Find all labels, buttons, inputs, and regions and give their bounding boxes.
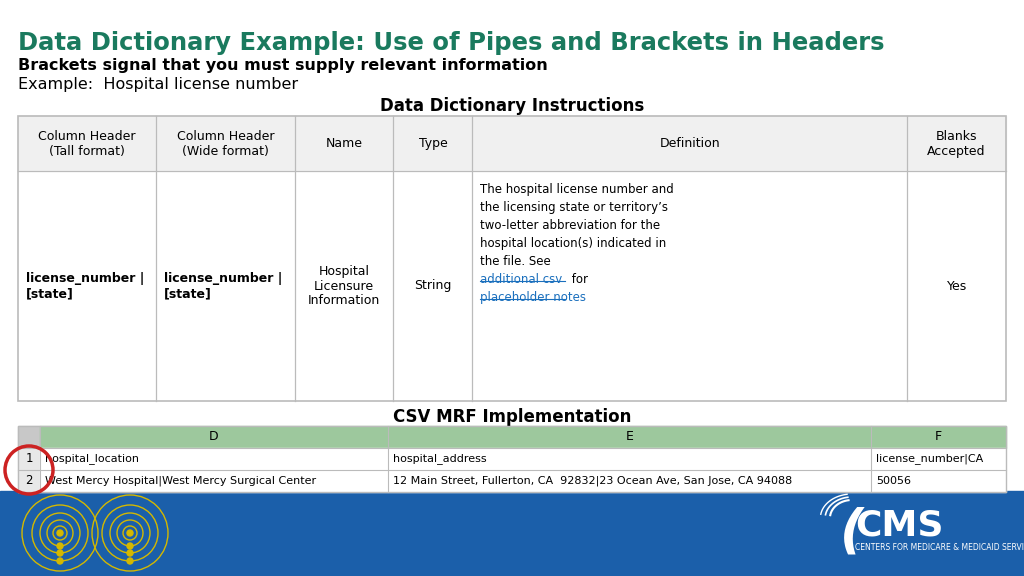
Text: hospital_location: hospital_location [45, 453, 139, 464]
Text: 1: 1 [26, 453, 33, 465]
Text: Name: Name [326, 137, 362, 150]
Text: E: E [626, 430, 633, 444]
Bar [18, 116, 1006, 401]
Text: Brackets signal that you must supply relevant information: Brackets signal that you must supply rel… [18, 58, 548, 73]
Circle shape [57, 530, 63, 536]
Text: String: String [415, 279, 452, 293]
Circle shape [57, 550, 63, 556]
Circle shape [57, 543, 63, 549]
Text: the file. See: the file. See [480, 255, 555, 268]
Bar [40, 448, 1006, 470]
Text: (: ( [840, 507, 864, 559]
Text: license_number|CA: license_number|CA [876, 453, 983, 464]
Text: F: F [935, 430, 942, 444]
Text: The hospital license number and: The hospital license number and [480, 183, 674, 196]
Text: Definition: Definition [659, 137, 720, 150]
Text: 12 Main Street, Fullerton, CA  92832|23 Ocean Ave, San Jose, CA 94088: 12 Main Street, Fullerton, CA 92832|23 O… [393, 476, 792, 486]
Text: 2: 2 [26, 475, 33, 487]
Text: CSV MRF Implementation: CSV MRF Implementation [393, 408, 631, 426]
Circle shape [127, 550, 133, 556]
Text: D: D [209, 430, 219, 444]
Text: Example:  Hospital license number: Example: Hospital license number [18, 77, 298, 92]
Text: CMS: CMS [855, 509, 943, 543]
Text: Column Header
(Wide format): Column Header (Wide format) [177, 130, 274, 157]
Text: Hospital
Licensure
Information: Hospital Licensure Information [308, 264, 380, 308]
Text: West Mercy Hospital|West Mercy Surgical Center: West Mercy Hospital|West Mercy Surgical … [45, 476, 316, 486]
Text: Blanks
Accepted: Blanks Accepted [928, 130, 986, 157]
Text: 50056: 50056 [876, 476, 910, 486]
Text: Data Dictionary Example: Use of Pipes and Brackets in Headers: Data Dictionary Example: Use of Pipes an… [18, 31, 885, 55]
Bar [18, 426, 40, 448]
Text: hospital location(s) indicated in: hospital location(s) indicated in [480, 237, 667, 250]
Bar [40, 426, 1006, 448]
Text: two-letter abbreviation for the: two-letter abbreviation for the [480, 219, 660, 232]
Text: license_number |
[state]: license_number | [state] [26, 272, 144, 300]
Text: additional csv: additional csv [480, 273, 563, 286]
Circle shape [57, 558, 63, 564]
Bar [0, 491, 1024, 576]
Bar [18, 171, 1006, 401]
Text: the licensing state or territory’s: the licensing state or territory’s [480, 201, 669, 214]
Text: hospital_address: hospital_address [393, 453, 486, 464]
Bar [18, 470, 40, 492]
Text: Yes: Yes [946, 279, 967, 293]
Text: Type: Type [419, 137, 447, 150]
Circle shape [127, 543, 133, 549]
Bar [18, 448, 40, 470]
Text: Column Header
(Tall format): Column Header (Tall format) [39, 130, 136, 157]
Bar [40, 470, 1006, 492]
Text: Data Dictionary Instructions: Data Dictionary Instructions [380, 97, 644, 115]
Text: license_number |
[state]: license_number | [state] [164, 272, 283, 300]
Text: CENTERS FOR MEDICARE & MEDICAID SERVICES: CENTERS FOR MEDICARE & MEDICAID SERVICES [855, 544, 1024, 552]
Bar [18, 426, 1006, 492]
Bar [18, 116, 1006, 171]
Text: placeholder notes: placeholder notes [480, 291, 587, 304]
Text: for: for [568, 273, 589, 286]
Circle shape [127, 530, 133, 536]
Circle shape [127, 558, 133, 564]
